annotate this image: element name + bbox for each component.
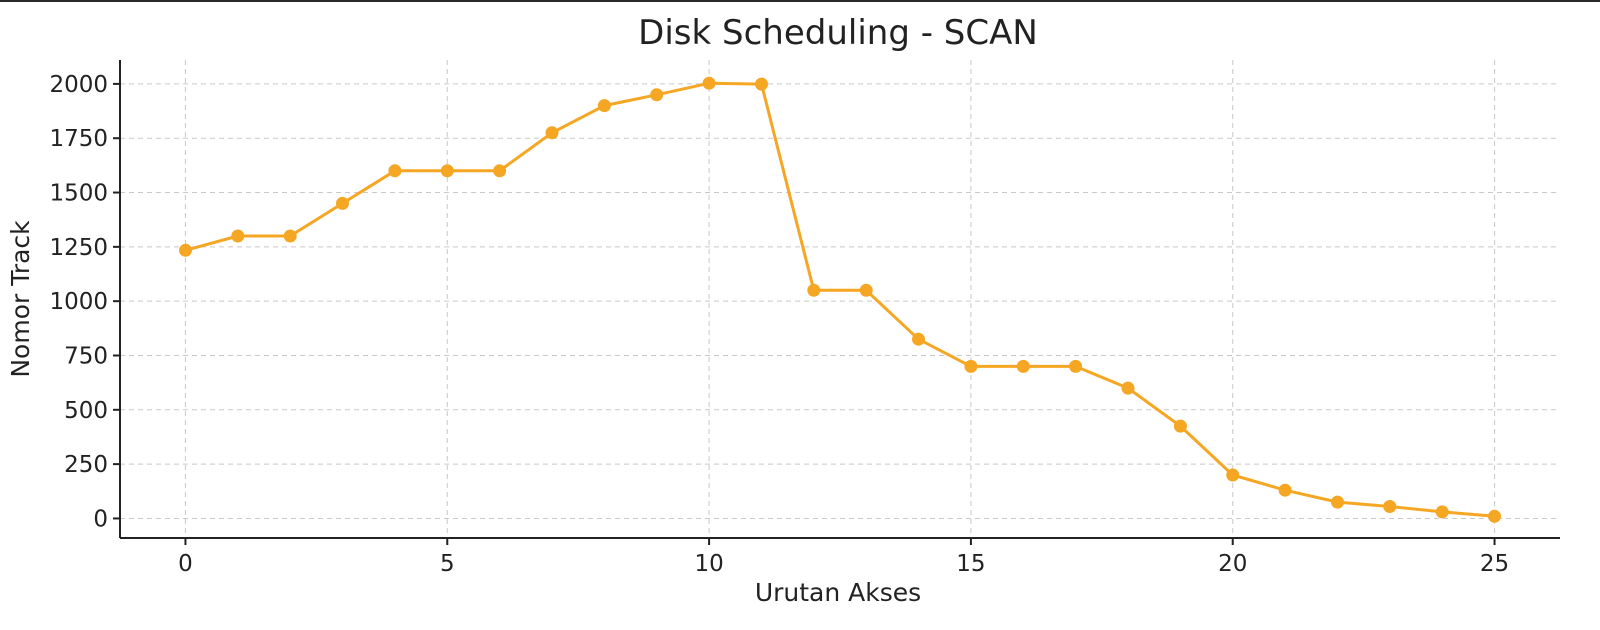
x-tick-label: 25 [1480,551,1509,577]
x-tick-label: 5 [440,551,455,577]
data-point [283,229,297,243]
data-point [1226,468,1240,482]
y-tick-label: 1500 [49,181,108,207]
data-points [179,76,1501,523]
x-ticks: 0 5 10 15 20 25 [178,538,1509,577]
y-tick-label: 250 [64,452,108,478]
data-point [336,196,349,210]
grid [120,60,1560,538]
x-axis-label: Urutan Akses [755,578,921,607]
y-tick-label: 1750 [49,126,108,152]
x-tick-label: 0 [178,551,193,577]
series-line [185,81,1495,518]
data-point [1069,359,1083,373]
y-tick-label: 0 [93,506,108,532]
y-tick-label: 1250 [49,235,108,261]
data-point [597,99,611,113]
data-point [545,126,559,140]
x-tick-label: 15 [956,551,985,577]
y-axis-label: Nomor Track [6,220,35,378]
data-point [440,164,454,178]
chart-title: Disk Scheduling - SCAN [638,13,1038,53]
data-point [650,88,664,102]
data-point [1016,359,1030,373]
data-point [1278,483,1292,497]
y-tick-label: 1000 [49,289,108,315]
top-border [0,0,1600,2]
series-polyline [185,81,1495,518]
y-tick-label: 750 [64,343,108,369]
data-point [1488,509,1501,523]
data-point [493,164,507,178]
data-point [964,359,978,373]
data-point [702,76,716,90]
data-point [912,332,925,346]
x-tick-label: 10 [694,551,723,577]
data-point [179,243,192,257]
axes [119,60,1560,539]
data-point [807,283,821,297]
data-point [1121,381,1135,395]
x-tick-label: 20 [1218,551,1247,577]
data-point [1383,500,1397,513]
data-point [1173,419,1187,433]
data-point [755,77,768,91]
y-tick-label: 500 [64,398,108,424]
data-point [859,283,873,297]
y-tick-label: 2000 [49,72,108,98]
data-point [231,229,245,243]
data-point [1435,505,1449,519]
data-point [388,164,402,178]
y-ticks: 0 250 500 750 1000 1250 1500 1750 2000 [49,72,120,532]
data-point [1331,495,1344,509]
